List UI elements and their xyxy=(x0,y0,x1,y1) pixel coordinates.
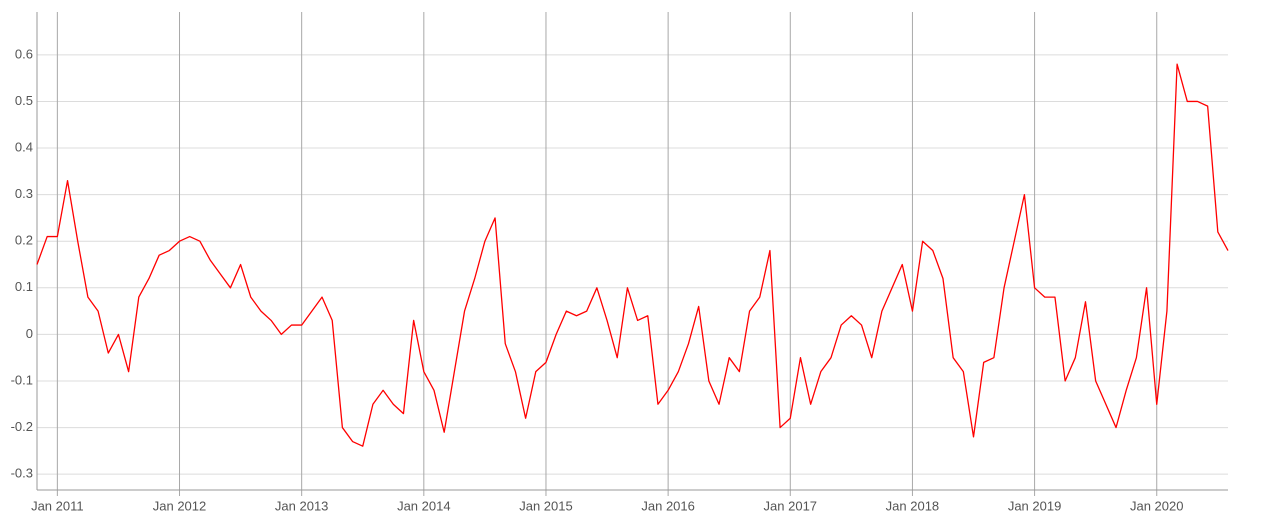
y-tick-label: -0.2 xyxy=(11,419,33,434)
y-tick-label: 0.3 xyxy=(15,186,33,201)
y-tick-label: 0.4 xyxy=(15,139,33,154)
x-tick-label: Jan 2014 xyxy=(397,498,451,513)
data-line xyxy=(36,63,1229,447)
x-tick-label: Jan 2020 xyxy=(1130,498,1184,513)
x-tick-label: Jan 2015 xyxy=(519,498,573,513)
y-tick-label: -0.3 xyxy=(11,466,33,481)
y-tick-label: 0.2 xyxy=(15,233,33,248)
y-tick-label: 0.1 xyxy=(15,279,33,294)
x-tick-label: Jan 2012 xyxy=(153,498,207,513)
x-tick-label: Jan 2016 xyxy=(641,498,695,513)
y-tick-label: 0.6 xyxy=(15,46,33,61)
x-tick-label: Jan 2011 xyxy=(31,498,84,513)
x-tick-label: Jan 2013 xyxy=(275,498,329,513)
x-tick-label: Jan 2017 xyxy=(764,498,818,513)
x-tick-label: Jan 2018 xyxy=(886,498,940,513)
y-tick-label: 0 xyxy=(26,326,33,341)
y-tick-label: 0.5 xyxy=(15,93,33,108)
x-tick-label: Jan 2019 xyxy=(1008,498,1062,513)
y-tick-label: -0.1 xyxy=(11,372,33,387)
